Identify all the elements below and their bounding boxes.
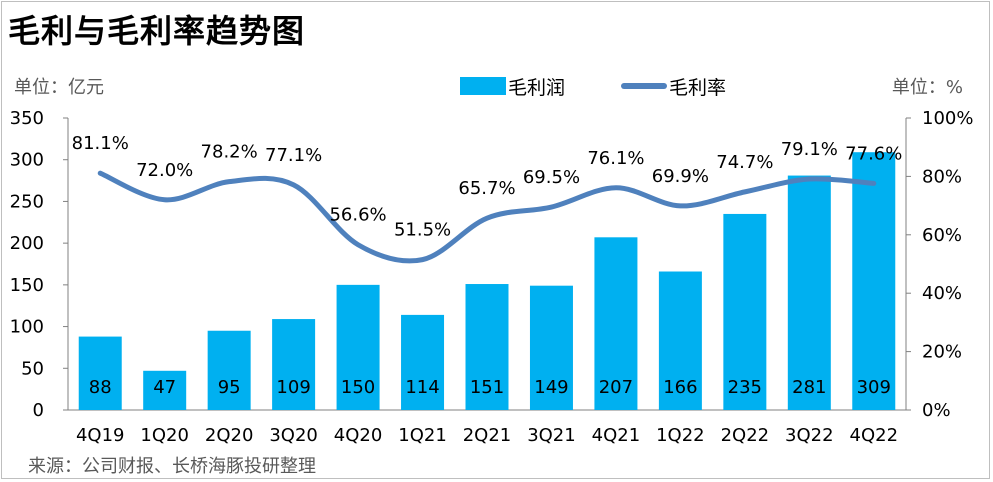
y-right-tick-label: 20% — [922, 342, 962, 363]
y-right-tick-label: 80% — [922, 166, 962, 187]
x-tick-label: 3Q22 — [785, 425, 834, 446]
y-right-tick-label: 60% — [922, 225, 962, 246]
bar-3Q22 — [787, 175, 831, 410]
bar-4Q21 — [594, 237, 638, 410]
y-left-tick-label: 100 — [10, 317, 44, 338]
gross-margin-point — [485, 216, 489, 220]
gross-margin-label: 69.9% — [652, 166, 709, 187]
y-left-tick-label: 300 — [10, 150, 44, 171]
gross-margin-point — [421, 258, 425, 262]
gross-margin-label: 81.1% — [72, 133, 129, 154]
y-left-tick-label: 50 — [21, 358, 44, 379]
x-tick-label: 3Q20 — [269, 425, 318, 446]
gross-margin-point — [292, 183, 296, 187]
x-tick-label: 4Q21 — [592, 425, 641, 446]
y-left-tick-label: 250 — [10, 191, 44, 212]
bar-3Q20 — [272, 319, 316, 410]
y-left-tick-label: 350 — [10, 108, 44, 129]
legend-label-gross-margin: 毛利率 — [669, 76, 727, 99]
bar-4Q22 — [852, 152, 896, 410]
gross-margin-point — [743, 190, 747, 194]
gross-margin-point — [549, 205, 553, 209]
x-tick-label: 2Q22 — [721, 425, 770, 446]
bar-value-label: 114 — [405, 377, 439, 398]
bar-2Q21 — [465, 284, 509, 410]
gross-margin-label: 56.6% — [329, 205, 386, 226]
legend-line-swatch — [621, 83, 668, 89]
bar-4Q19 — [78, 336, 122, 410]
x-tick-label: 1Q21 — [398, 425, 447, 446]
bar-value-label: 207 — [599, 377, 633, 398]
x-tick-label: 4Q19 — [76, 425, 125, 446]
x-tick-label: 3Q21 — [527, 425, 576, 446]
bar-value-label: 309 — [857, 377, 891, 398]
x-tick-label: 4Q20 — [334, 425, 383, 446]
bar-2Q22 — [723, 213, 767, 410]
y-left-tick-label: 200 — [10, 233, 44, 254]
bar-value-label: 88 — [89, 377, 112, 398]
source-note: 来源：公司财报、长桥海豚投研整理 — [28, 456, 316, 477]
legend: 毛利润 毛利率 — [460, 72, 782, 100]
gross-margin-point — [807, 177, 811, 181]
x-tick-label: 1Q22 — [656, 425, 705, 446]
chart-title: 毛利与毛利率趋势图 — [8, 12, 306, 50]
bar-1Q21 — [401, 314, 445, 410]
gross-margin-point — [678, 204, 682, 208]
bar-value-label: 281 — [792, 377, 826, 398]
bar-4Q20 — [336, 284, 380, 410]
gross-margin-point — [227, 180, 231, 184]
legend-bar-swatch — [460, 77, 506, 95]
gross-margin-label: 76.1% — [587, 148, 644, 169]
bar-1Q20 — [143, 370, 187, 410]
legend-label-gross-profit: 毛利润 — [508, 76, 566, 99]
y-right-tick-label: 0% — [922, 400, 951, 421]
bar-value-label: 47 — [153, 377, 176, 398]
gross-margin-point — [872, 181, 876, 185]
gross-margin-label: 74.7% — [716, 152, 773, 173]
gross-margin-point — [356, 243, 360, 247]
legend-item-gross-profit: 毛利润 — [460, 73, 565, 100]
legend-item-gross-margin: 毛利率 — [621, 73, 726, 100]
gross-margin-point — [163, 198, 167, 202]
gross-margin-label: 69.5% — [523, 167, 580, 188]
bar-3Q21 — [529, 285, 573, 410]
gross-margin-label: 65.7% — [458, 178, 515, 199]
gross-margin-label: 79.1% — [781, 139, 838, 160]
y-right-tick-label: 40% — [922, 283, 962, 304]
y-right-tick-label: 100% — [922, 108, 973, 129]
bar-value-label: 109 — [276, 377, 310, 398]
x-tick-label: 4Q22 — [850, 425, 899, 446]
left-axis-unit: 单位：亿元 — [14, 77, 104, 98]
gross-margin-label: 51.5% — [394, 220, 451, 241]
bar-value-label: 166 — [663, 377, 697, 398]
bar-value-label: 150 — [341, 377, 375, 398]
x-tick-label: 2Q20 — [205, 425, 254, 446]
bar-value-label: 151 — [470, 377, 504, 398]
bar-2Q20 — [207, 330, 251, 410]
y-left-tick-label: 150 — [10, 275, 44, 296]
gross-margin-label: 77.6% — [845, 143, 902, 164]
x-tick-label: 1Q20 — [140, 425, 189, 446]
bar-value-label: 95 — [218, 377, 241, 398]
right-axis-unit: 单位：% — [891, 77, 963, 98]
bar-value-label: 149 — [534, 377, 568, 398]
gross-margin-label: 78.2% — [201, 142, 258, 163]
gross-margin-point — [614, 186, 618, 190]
gross-margin-label: 77.1% — [265, 145, 322, 166]
y-left-tick-label: 0 — [33, 400, 44, 421]
gross-margin-point — [98, 171, 102, 175]
bar-value-label: 235 — [728, 377, 762, 398]
x-tick-label: 2Q21 — [463, 425, 512, 446]
gross-margin-label: 72.0% — [136, 160, 193, 181]
bar-1Q22 — [658, 271, 702, 410]
